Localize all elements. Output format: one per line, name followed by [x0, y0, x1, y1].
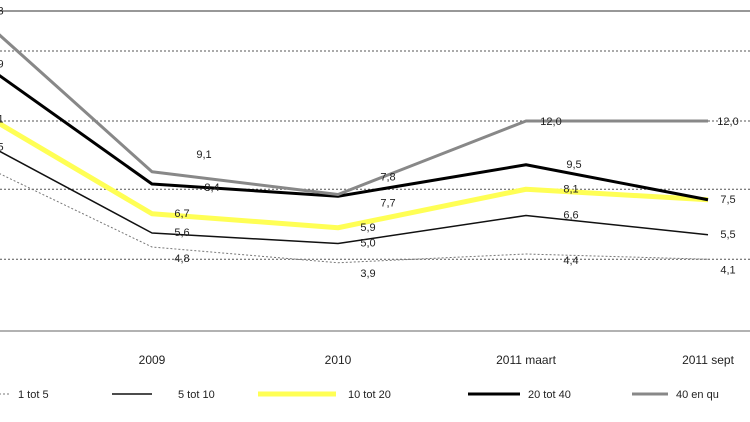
data-label: 7,8 [380, 172, 395, 184]
data-label: 6,7 [174, 208, 189, 220]
legend-label: 20 tot 40 [528, 389, 571, 401]
legend-label: 40 en qu [676, 389, 719, 401]
series-lines [0, 33, 709, 264]
data-label: 1,1 [0, 113, 4, 125]
data-label: 4,8 [174, 253, 189, 265]
data-label: 3,9 [360, 268, 375, 280]
series-line-4 [0, 74, 709, 202]
data-label: 4,4 [563, 255, 578, 267]
data-label: 7,5 [720, 194, 735, 206]
data-labels: 9,24,83,94,44,10,55,65,06,65,51,16,75,98… [0, 5, 739, 280]
data-label: 4,1 [720, 264, 735, 276]
legend-label: 1 tot 5 [18, 389, 49, 401]
data-label: 5,6 [174, 227, 189, 239]
legend: 1 tot 5 5 tot 10 10 tot 20 20 tot 40 40 en q… [0, 389, 719, 401]
data-label: 7,7 [380, 197, 395, 209]
x-tick-label: 2011 sept [682, 353, 734, 367]
series-line-5 [0, 33, 708, 196]
x-tick-label: 2009 [139, 353, 166, 367]
data-label: 6,6 [563, 210, 578, 222]
legend-label: 10 tot 20 [348, 389, 391, 401]
data-label: 7,3 [0, 5, 4, 17]
data-label: 9,1 [196, 149, 211, 161]
data-label: 5,5 [720, 229, 735, 241]
data-label: 0,5 [0, 141, 4, 153]
data-label: 5,0 [360, 238, 375, 250]
data-label: 8,1 [563, 183, 578, 195]
data-label: 5,9 [360, 222, 375, 234]
data-label: 4,9 [0, 58, 4, 70]
x-axis-ticks: 2009 2010 2011 maart 2011 sept [139, 353, 735, 367]
x-tick-label: 2010 [325, 353, 352, 367]
series-line-1 [0, 173, 709, 264]
series-line-3 [0, 121, 709, 231]
data-label: 12,0 [717, 116, 738, 128]
data-label: 8,4 [204, 182, 219, 194]
data-label: 12,0 [540, 116, 561, 128]
series-line-2 [0, 150, 709, 245]
data-label: 9,5 [566, 159, 581, 171]
x-tick-label: 2011 maart [496, 353, 556, 367]
legend-label: 5 tot 10 [178, 389, 215, 401]
